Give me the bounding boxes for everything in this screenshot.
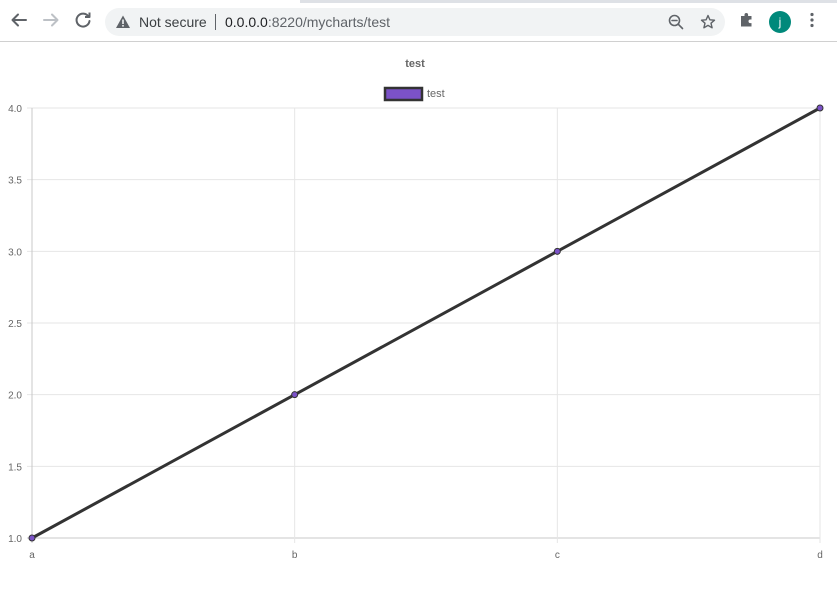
legend-swatch[interactable] (383, 86, 424, 102)
x-tick-label: b (292, 550, 298, 561)
y-axis-ticks: 1.0 1.5 2.0 2.5 3.0 3.5 4.0 (8, 104, 22, 545)
chart-title: test (405, 58, 425, 70)
address-divider (215, 14, 216, 30)
url-host: 0.0.0.0 (225, 14, 268, 30)
browser-menu-button[interactable] (800, 8, 824, 32)
back-button[interactable] (7, 8, 31, 32)
data-point[interactable] (553, 247, 561, 255)
security-status-label[interactable]: Not secure (139, 14, 207, 30)
series-line (31, 106, 821, 540)
x-tick-label: a (29, 550, 35, 561)
data-point[interactable] (291, 391, 299, 399)
y-tick-label: 1.0 (8, 534, 22, 545)
browser-toolbar: Not secure 0.0.0.0:8220/mycharts/test j (0, 0, 837, 42)
x-tick-label: c (555, 550, 560, 561)
url-path: :8220/mycharts/test (267, 14, 390, 30)
data-point[interactable] (28, 534, 36, 542)
line-chart: test test 1.0 1.5 2.0 2.5 3.0 3.5 4.0 a b c d (8, 58, 824, 561)
puzzle-piece-icon (741, 13, 752, 27)
warning-icon (116, 15, 130, 28)
data-point[interactable] (816, 104, 824, 112)
reload-button[interactable] (71, 8, 95, 32)
forward-button[interactable] (39, 8, 63, 32)
legend[interactable]: test (383, 86, 445, 102)
back-arrow-icon (11, 13, 27, 27)
y-tick-label: 2.5 (8, 319, 22, 330)
address-bar[interactable]: Not secure 0.0.0.0:8220/mycharts/test (105, 8, 725, 36)
y-tick-label: 1.5 (8, 462, 22, 473)
forward-arrow-icon (43, 13, 59, 27)
extensions-button[interactable] (735, 8, 759, 32)
chart-container: test test 1.0 1.5 2.0 2.5 3.0 3.5 4.0 a b c d (0, 42, 837, 590)
series (28, 104, 824, 542)
y-tick-label: 4.0 (8, 104, 22, 115)
url-text[interactable]: 0.0.0.0:8220/mycharts/test (225, 14, 390, 30)
profile-avatar[interactable]: j (769, 11, 791, 33)
tab-strip-edge (300, 0, 837, 3)
legend-label[interactable]: test (427, 88, 445, 100)
x-axis-ticks: a b c d (29, 550, 823, 561)
x-tick-label: d (817, 550, 823, 561)
reload-icon (75, 12, 91, 28)
y-tick-label: 2.0 (8, 391, 22, 402)
more-vert-icon (810, 12, 814, 28)
y-tick-label: 3.0 (8, 247, 22, 258)
y-tick-label: 3.5 (8, 176, 22, 187)
bookmark-star-icon[interactable] (700, 14, 716, 30)
grid-lines (27, 107, 821, 543)
zoom-out-icon[interactable] (668, 14, 684, 30)
